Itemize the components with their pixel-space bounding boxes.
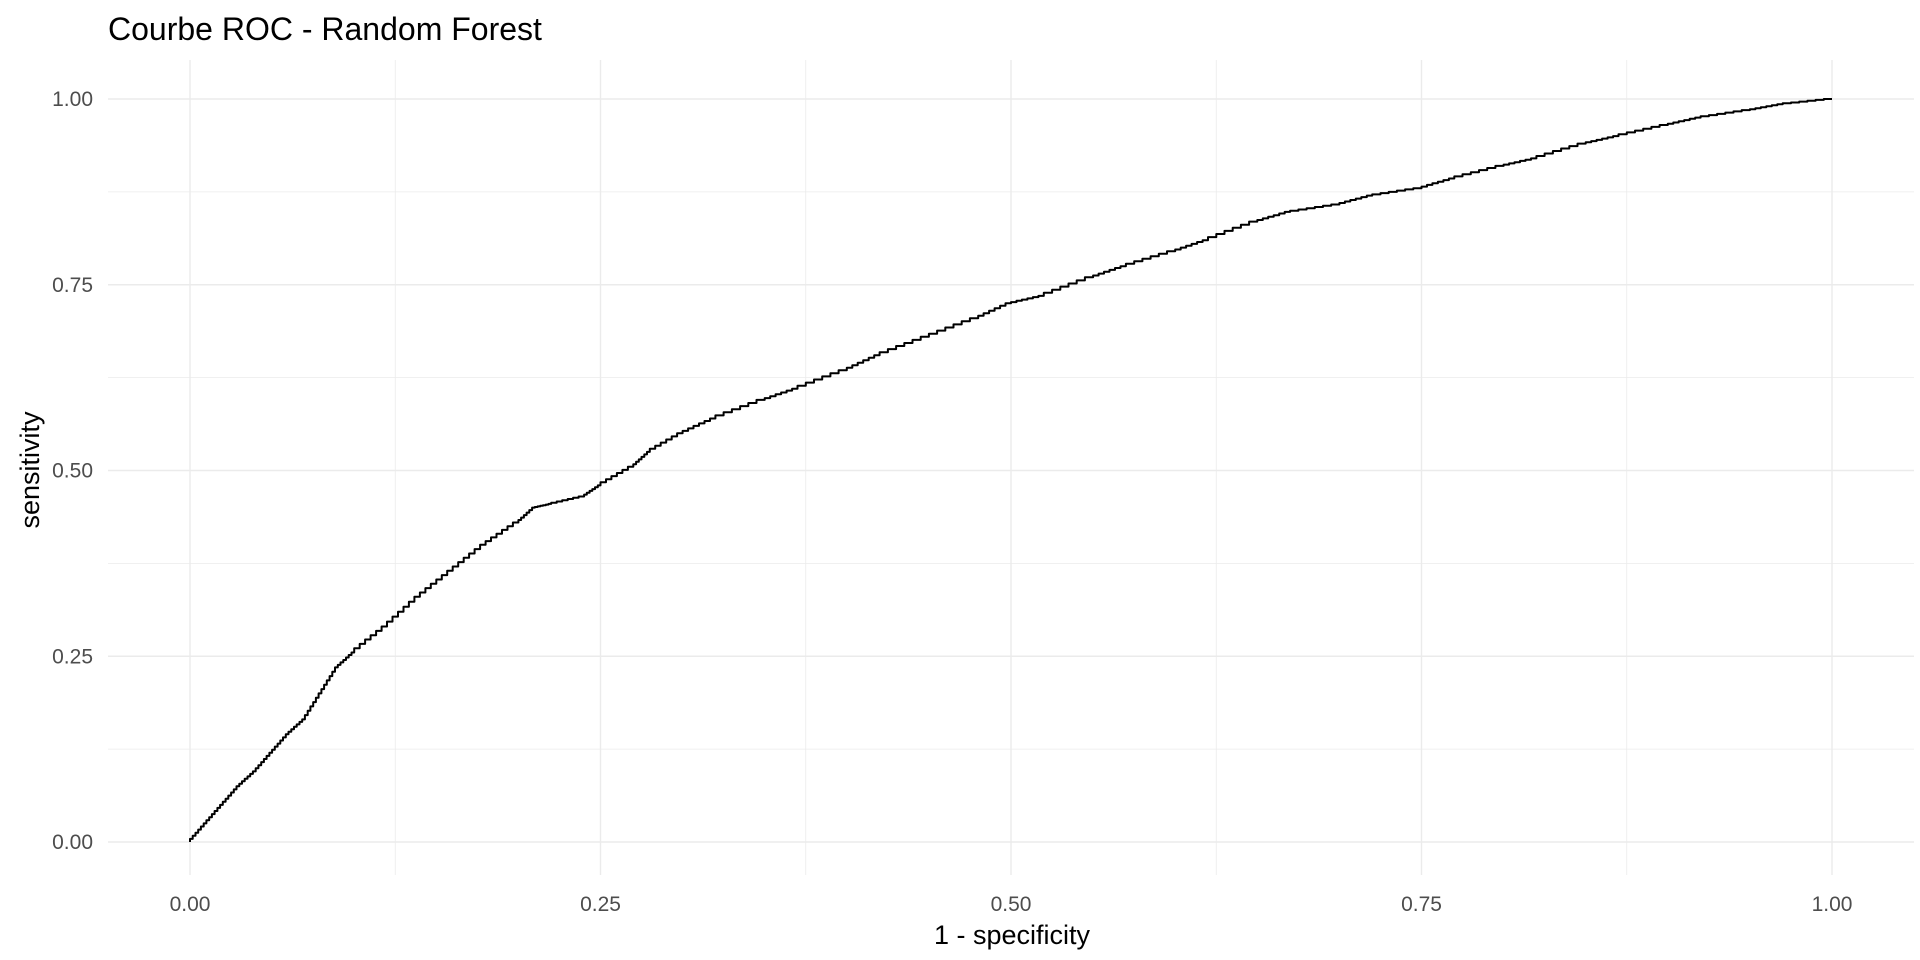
y-tick-label: 0.75 bbox=[52, 274, 93, 297]
grid bbox=[108, 60, 1914, 875]
x-axis-title: 1 - specificity bbox=[934, 920, 1091, 950]
x-tick-label: 0.25 bbox=[580, 893, 621, 916]
y-axis-ticks: 0.00 0.25 0.50 0.75 1.00 bbox=[52, 88, 93, 854]
x-tick-label: 0.75 bbox=[1401, 893, 1442, 916]
y-tick-label: 1.00 bbox=[52, 88, 93, 111]
y-tick-label: 0.25 bbox=[52, 645, 93, 668]
x-tick-label: 0.00 bbox=[170, 893, 211, 916]
y-tick-label: 0.00 bbox=[52, 831, 93, 854]
x-tick-label: 1.00 bbox=[1812, 893, 1853, 916]
x-axis-ticks: 0.00 0.25 0.50 0.75 1.00 bbox=[170, 893, 1853, 916]
series-layer bbox=[189, 98, 1832, 842]
x-tick-label: 0.50 bbox=[991, 893, 1032, 916]
y-axis-title: sensitivity bbox=[15, 411, 45, 529]
roc-curve-line bbox=[189, 98, 1832, 842]
y-tick-label: 0.50 bbox=[52, 460, 93, 483]
chart-title: Courbe ROC - Random Forest bbox=[108, 11, 542, 47]
